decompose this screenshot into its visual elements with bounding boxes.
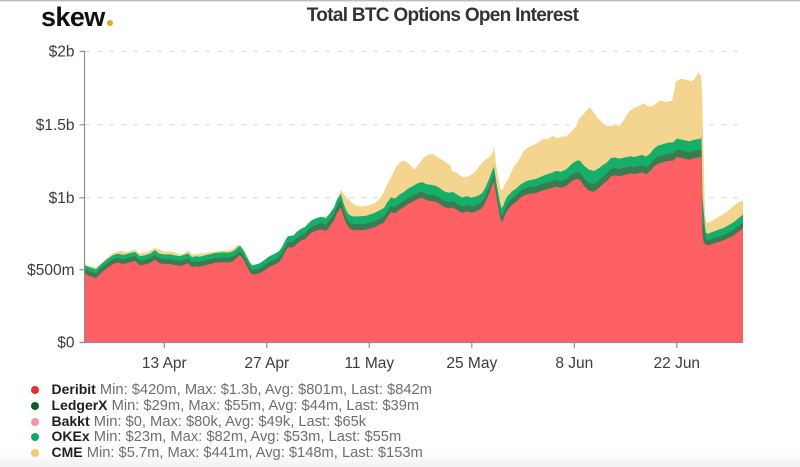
- svg-text:$1.5b: $1.5b: [36, 117, 75, 134]
- svg-text:27 Apr: 27 Apr: [244, 355, 289, 372]
- svg-text:$2b: $2b: [49, 44, 75, 61]
- svg-text:8 Jun: 8 Jun: [555, 355, 593, 372]
- svg-text:$500m: $500m: [27, 262, 74, 279]
- svg-text:11 May: 11 May: [344, 355, 394, 372]
- svg-text:22 Jun: 22 Jun: [654, 355, 701, 372]
- svg-text:25 May: 25 May: [446, 355, 497, 372]
- svg-text:13 Apr: 13 Apr: [142, 355, 187, 372]
- svg-text:$0: $0: [57, 335, 75, 352]
- svg-text:$1b: $1b: [49, 190, 75, 207]
